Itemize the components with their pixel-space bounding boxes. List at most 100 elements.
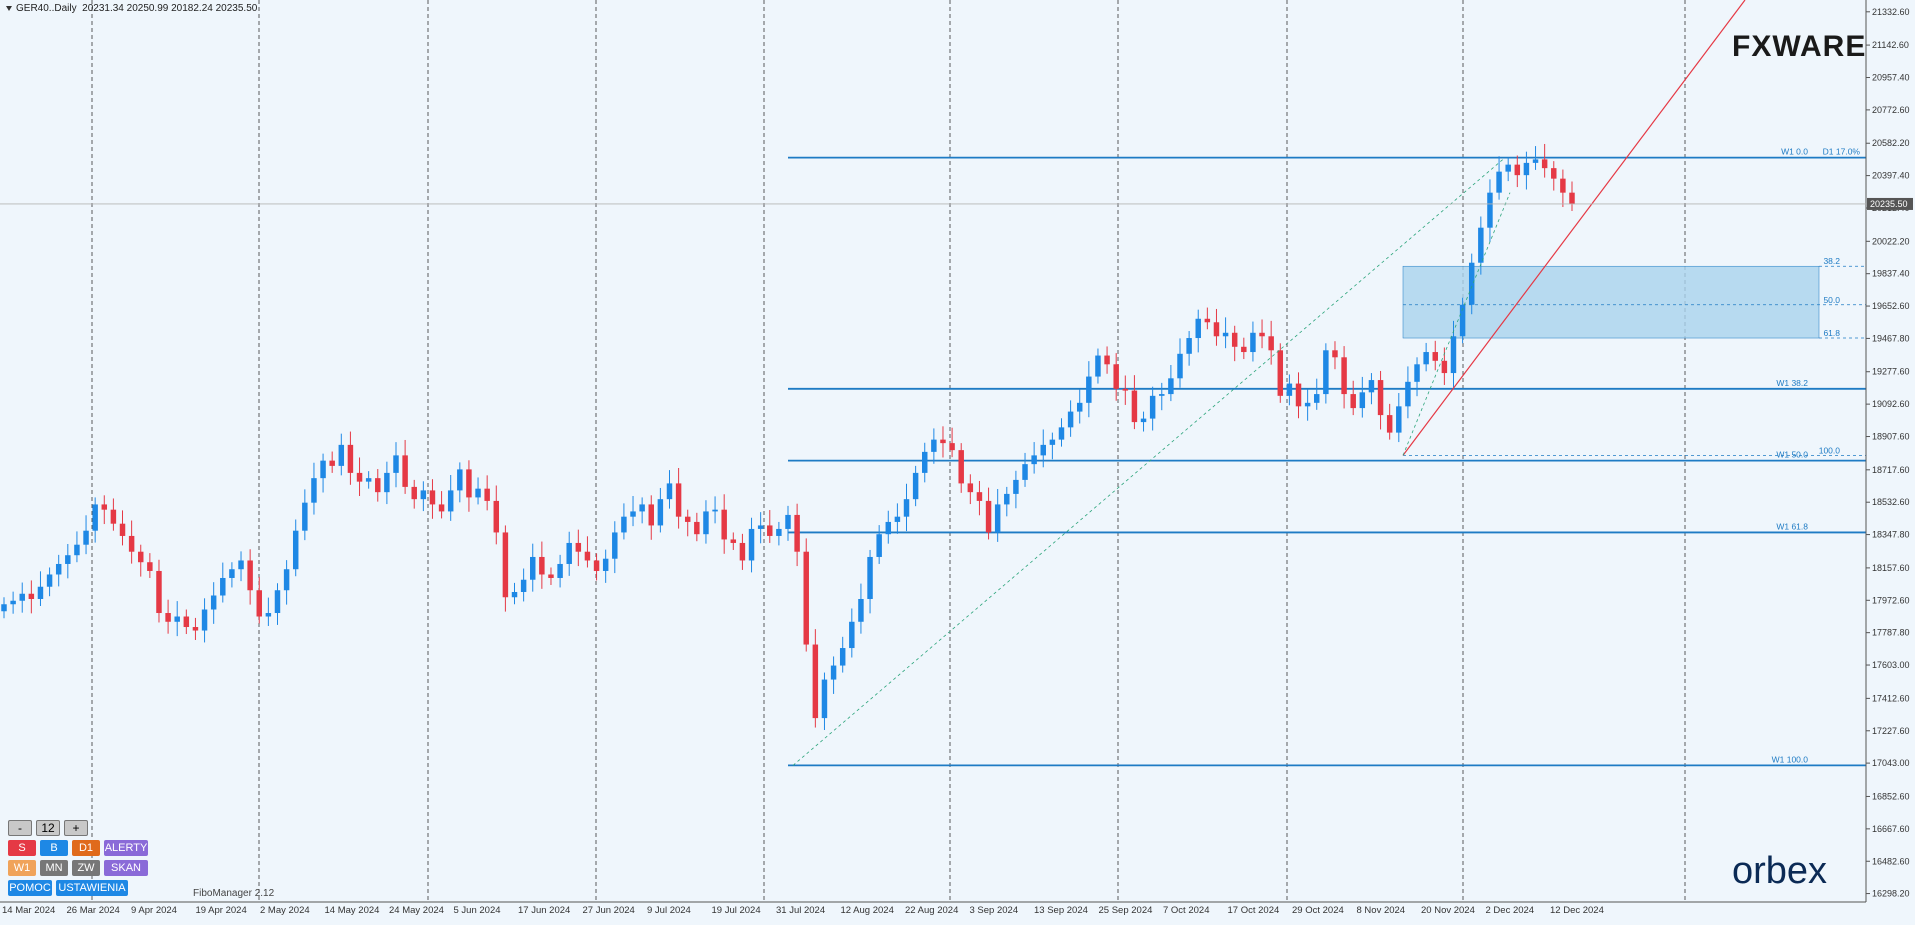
alerty-button[interactable]: ALERTY (104, 840, 148, 856)
candle-body (885, 521, 892, 535)
price-tick-label: 20957.40 (1872, 73, 1910, 83)
time-tick-label: 29 Oct 2024 (1292, 905, 1344, 916)
candle-body (274, 590, 281, 614)
candle-body (1058, 427, 1065, 440)
candle-body (292, 530, 299, 570)
zone-label: 50.0 (1823, 295, 1840, 305)
candle-body (922, 451, 928, 473)
candle-body (903, 499, 910, 517)
time-tick-label: 17 Jun 2024 (518, 905, 570, 916)
count-field[interactable]: 12 (36, 820, 60, 836)
candle-body (1441, 360, 1448, 374)
price-tick-label: 16482.60 (1872, 856, 1910, 866)
candle-body (1459, 304, 1466, 337)
candle-body (520, 579, 527, 592)
menu-triangle-icon[interactable] (6, 5, 12, 11)
candle-body (37, 586, 44, 599)
candle-body (1551, 168, 1557, 179)
candle-body (375, 478, 381, 493)
candle-body (265, 613, 272, 617)
time-tick-label: 14 May 2024 (325, 905, 380, 916)
candle-body (101, 504, 108, 510)
price-tick-label: 20582.20 (1872, 138, 1910, 148)
candle-body (575, 542, 582, 552)
candle-body (1478, 227, 1484, 263)
skan-button[interactable]: SKAN (104, 860, 148, 876)
ustawienia-button[interactable]: USTAWIENIA (56, 880, 128, 896)
time-tick-label: 12 Dec 2024 (1550, 905, 1604, 916)
candle-body (1523, 162, 1530, 176)
zw-button[interactable]: ZW (72, 860, 100, 876)
candle-body (1113, 364, 1119, 389)
candle-body (1341, 357, 1347, 395)
candle-body (648, 504, 654, 526)
candle-body (539, 556, 545, 575)
candle-body (511, 591, 518, 598)
candle-body (220, 577, 226, 596)
candle-body (493, 500, 500, 533)
symbol-label: GER40..Daily (16, 3, 77, 14)
time-tick-label: 17 Oct 2024 (1228, 905, 1280, 916)
candle-body (1095, 355, 1101, 377)
zone-label: 61.8 (1823, 328, 1840, 338)
candle-body (1323, 350, 1329, 395)
candle-body (411, 486, 417, 500)
candle-body (1049, 439, 1056, 445)
candle-body (1040, 444, 1046, 456)
candle-body (1104, 355, 1110, 365)
pomoc-button[interactable]: POMOC (8, 880, 52, 896)
candle-body (256, 590, 262, 617)
sell-button[interactable]: S (8, 840, 36, 856)
time-tick-label: 3 Sep 2024 (970, 905, 1019, 916)
candle-body (557, 563, 563, 578)
candle-body (1304, 402, 1311, 407)
time-tick-label: 9 Jul 2024 (647, 905, 691, 916)
candle-body (794, 514, 800, 552)
price-axis: 21332.60 21142.60 20957.40 20772.60 20582.20… (0, 0, 1913, 902)
buy-button[interactable]: B (40, 840, 68, 856)
candle-body (1377, 380, 1384, 416)
candle-body (174, 616, 180, 622)
candle-body (147, 562, 153, 571)
candle-body (812, 644, 819, 719)
time-tick-label: 26 Mar 2024 (67, 905, 120, 916)
candle-body (1332, 350, 1338, 358)
price-tick-label: 21142.60 (1872, 40, 1909, 50)
candle-body (767, 525, 773, 536)
price-tick-label: 21332.60 (1872, 7, 1910, 17)
fxware-logo: FXWARE (1732, 30, 1867, 63)
candle-body (119, 523, 126, 536)
w1-button[interactable]: W1 (8, 860, 36, 876)
price-tick-label: 20022.20 (1872, 236, 1910, 246)
minus-button[interactable]: - (8, 820, 32, 836)
plus-button[interactable]: + (64, 820, 88, 836)
candle-body (165, 613, 171, 622)
time-tick-label: 19 Jul 2024 (712, 905, 761, 916)
d1-button[interactable]: D1 (72, 840, 100, 856)
time-tick-label: 22 Aug 2024 (905, 905, 958, 916)
candle-body (1414, 364, 1420, 382)
candle-body (1405, 381, 1411, 407)
candle-body (1386, 415, 1393, 433)
candle-body (1432, 352, 1438, 361)
candle-body (447, 490, 454, 512)
price-tick-label: 19837.40 (1872, 269, 1910, 279)
price-tick-label: 19092.60 (1872, 399, 1910, 409)
price-tick-label: 20397.40 (1872, 171, 1910, 181)
candle-body (958, 450, 964, 484)
candle-body (311, 478, 317, 503)
candle-body (1022, 464, 1028, 480)
candle-body (694, 521, 700, 535)
candle-body (931, 439, 937, 452)
price-tick-label: 17043.00 (1872, 758, 1910, 768)
candle-body (502, 532, 509, 598)
price-tick-label: 16298.20 (1872, 889, 1910, 899)
mn-button[interactable]: MN (40, 860, 68, 876)
candle-body (1250, 332, 1256, 353)
fib-level-label: W1 100.0 (1772, 754, 1809, 764)
candle-body (484, 488, 490, 501)
ohlc-values: 20231.34 20250.99 20182.24 20235.50 (82, 3, 258, 14)
candle-body (776, 528, 782, 536)
